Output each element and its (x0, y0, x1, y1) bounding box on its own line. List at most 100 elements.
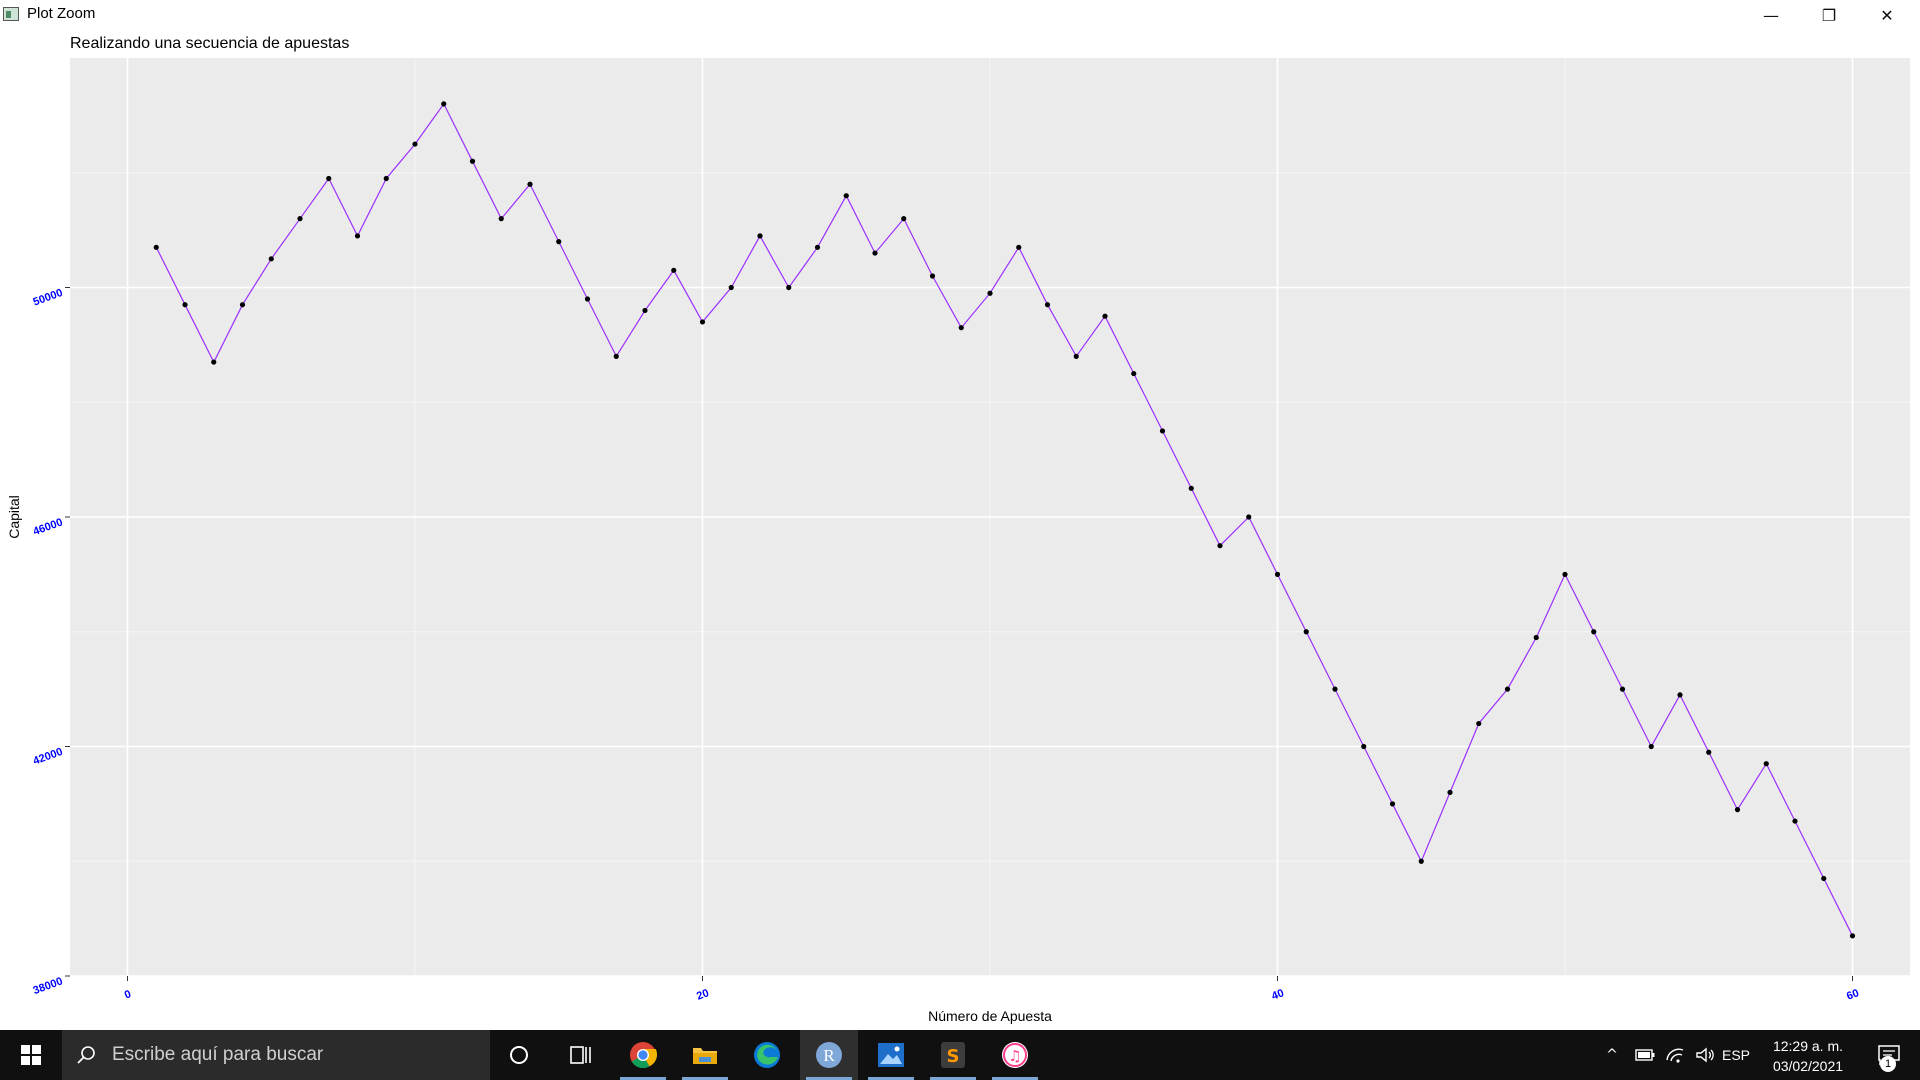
sublime-text-button[interactable]: S (924, 1030, 982, 1080)
data-point (1447, 789, 1453, 796)
clock[interactable]: 12:29 a. m. 03/02/2021 (1762, 1036, 1854, 1076)
window-title: Plot Zoom (27, 5, 96, 22)
data-point (1734, 807, 1741, 813)
data-point (872, 250, 878, 256)
data-point (1706, 749, 1712, 755)
data-point (469, 158, 476, 164)
data-point (843, 193, 849, 199)
data-point (814, 244, 821, 250)
data-point (354, 233, 361, 239)
task-view-icon (570, 1046, 591, 1064)
start-button[interactable] (0, 1030, 62, 1080)
notifications-button[interactable] (1864, 1030, 1914, 1080)
data-point (1361, 743, 1367, 750)
data-point (211, 359, 217, 365)
data-point (1073, 353, 1079, 359)
plot-title: Realizando una secuencia de apuestas (70, 35, 350, 52)
clock-date: 03/02/2021 (1772, 1058, 1844, 1074)
clock-time: 12:29 a. m. (1772, 1038, 1844, 1054)
notification-count-badge: 1 (1880, 1056, 1896, 1072)
window-titlebar[interactable]: Plot Zoom — ❐ ✕ (0, 0, 1920, 30)
volume-icon[interactable] (1690, 1030, 1720, 1080)
plot-area: Realizando una secuencia de apuestas 0 20… (0, 30, 1920, 1030)
data-point (1389, 801, 1396, 807)
data-point (1821, 875, 1827, 882)
data-point (1763, 761, 1769, 767)
search-box[interactable] (62, 1030, 490, 1080)
line-chart: 0 20 40 60 38000 42000 46000 50000 Número de Ap… (6, 58, 1910, 1024)
x-tick-label: 60 (1845, 987, 1861, 1002)
data-point (1274, 571, 1281, 577)
file-explorer-button[interactable] (676, 1030, 734, 1080)
minimize-button[interactable]: — (1763, 5, 1779, 25)
itunes-icon: ♫ (1002, 1042, 1028, 1068)
data-point (786, 284, 792, 291)
chrome-button[interactable] (614, 1030, 672, 1080)
data-point (1159, 428, 1166, 434)
photos-button[interactable] (862, 1030, 920, 1080)
y-tick-label: 38000 (32, 975, 65, 997)
sublime-icon: S (941, 1042, 965, 1068)
data-point (153, 244, 159, 250)
data-point (1246, 514, 1252, 520)
data-point (757, 233, 763, 239)
data-point (699, 319, 706, 325)
data-point (1217, 543, 1223, 549)
data-point (556, 239, 562, 245)
data-point (584, 296, 591, 302)
language-indicator[interactable]: ESP (1722, 1047, 1751, 1063)
data-point (1504, 686, 1511, 692)
data-point (268, 256, 274, 262)
task-view-button[interactable] (552, 1030, 610, 1080)
data-point (1303, 629, 1309, 635)
maximize-button[interactable]: ❐ (1821, 5, 1837, 25)
data-point (441, 101, 447, 107)
data-point (1849, 933, 1856, 939)
data-point (498, 216, 504, 222)
data-point (901, 216, 907, 222)
network-icon[interactable] (1660, 1030, 1690, 1080)
r-icon: R (816, 1042, 842, 1068)
itunes-button[interactable]: ♫ (986, 1030, 1044, 1080)
data-point (613, 353, 619, 359)
search-input[interactable] (110, 1043, 474, 1067)
data-point (671, 267, 677, 273)
data-point (1102, 313, 1108, 319)
circle-icon (510, 1046, 528, 1064)
edge-icon (754, 1042, 780, 1068)
windows-logo-icon (21, 1045, 41, 1065)
tray-chevron-icon[interactable]: ^ (1606, 1047, 1618, 1063)
data-point (929, 273, 936, 279)
taskbar: R S ♫ ^ ESP 12:29 a. m. 03/02/2021 (0, 1030, 1920, 1080)
data-point (642, 307, 648, 314)
folder-icon (693, 1048, 717, 1064)
edge-button[interactable] (738, 1030, 796, 1080)
data-point (1591, 629, 1597, 635)
y-tick-label: 50000 (32, 287, 65, 309)
data-point (1131, 370, 1137, 377)
data-point (297, 216, 303, 222)
svg-text:S: S (947, 1046, 960, 1067)
data-point (1648, 743, 1654, 750)
y-tick-label: 46000 (32, 516, 65, 538)
y-axis-label: Capital (6, 495, 22, 539)
data-point (1562, 571, 1568, 577)
data-point (728, 284, 734, 291)
data-point (1188, 485, 1194, 491)
app-icon (3, 7, 19, 21)
data-point (1533, 634, 1539, 641)
data-point (1418, 858, 1424, 864)
r-button[interactable]: R (800, 1030, 858, 1080)
close-button[interactable]: ✕ (1880, 5, 1894, 25)
svg-text:R: R (823, 1046, 835, 1065)
cortana-button[interactable] (490, 1030, 548, 1080)
x-tick-label: 20 (695, 987, 711, 1002)
data-point (1677, 692, 1683, 698)
series-line (155, 102, 1854, 937)
data-point (987, 290, 993, 296)
svg-text:♫: ♫ (1008, 1047, 1021, 1065)
battery-icon[interactable] (1630, 1030, 1660, 1080)
data-point (383, 175, 389, 182)
x-axis-label: Número de Apuesta (928, 1008, 1052, 1024)
data-point (412, 141, 418, 147)
